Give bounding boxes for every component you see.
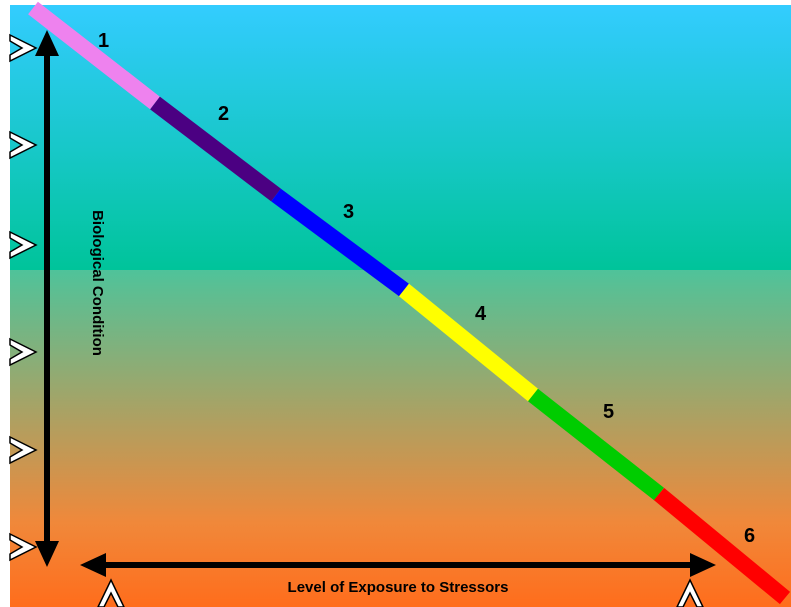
tier-labels: 1 2 3 4 5 6 [98, 30, 755, 547]
left-marker-chevron-icon [9, 33, 38, 63]
tier-label-6: 6 [744, 525, 755, 547]
x-axis-label: Level of Exposure to Stressors [288, 579, 509, 596]
bottom-marker-chevron-icon [97, 578, 125, 607]
tier-segment-3 [271, 188, 409, 297]
left-marker-chevron-icon [9, 230, 38, 260]
tier-segment-4 [398, 283, 539, 402]
y-axis-label: Biological Condition [89, 210, 106, 356]
left-tick-markers [9, 33, 38, 562]
arrowhead-right-icon [690, 553, 716, 577]
arrowhead-up-icon [35, 30, 59, 56]
tier-label-1: 1 [98, 30, 109, 52]
bottom-marker-chevron-icon [676, 578, 704, 607]
tier-segment-2 [150, 96, 281, 202]
arrowhead-down-icon [35, 541, 59, 567]
tier-segment-6 [653, 487, 791, 605]
tier-gradient-line [28, 1, 791, 605]
tier-label-4: 4 [475, 303, 487, 325]
tier-segment-5 [528, 388, 664, 501]
stressor-exposure-axis-arrow [80, 553, 716, 577]
left-marker-chevron-icon [9, 532, 38, 562]
tier-segment-1 [28, 1, 160, 110]
background-lower-band [10, 270, 791, 607]
bottom-tick-markers [97, 578, 704, 607]
left-marker-chevron-icon [9, 130, 38, 160]
tier-label-3: 3 [343, 201, 354, 223]
left-marker-chevron-icon [9, 337, 38, 367]
arrowhead-left-icon [80, 553, 106, 577]
tier-label-2: 2 [218, 103, 229, 125]
biological-condition-axis-arrow [35, 30, 59, 567]
tier-label-5: 5 [603, 401, 614, 423]
background-upper-band [10, 5, 791, 270]
left-marker-chevron-icon [9, 435, 38, 465]
